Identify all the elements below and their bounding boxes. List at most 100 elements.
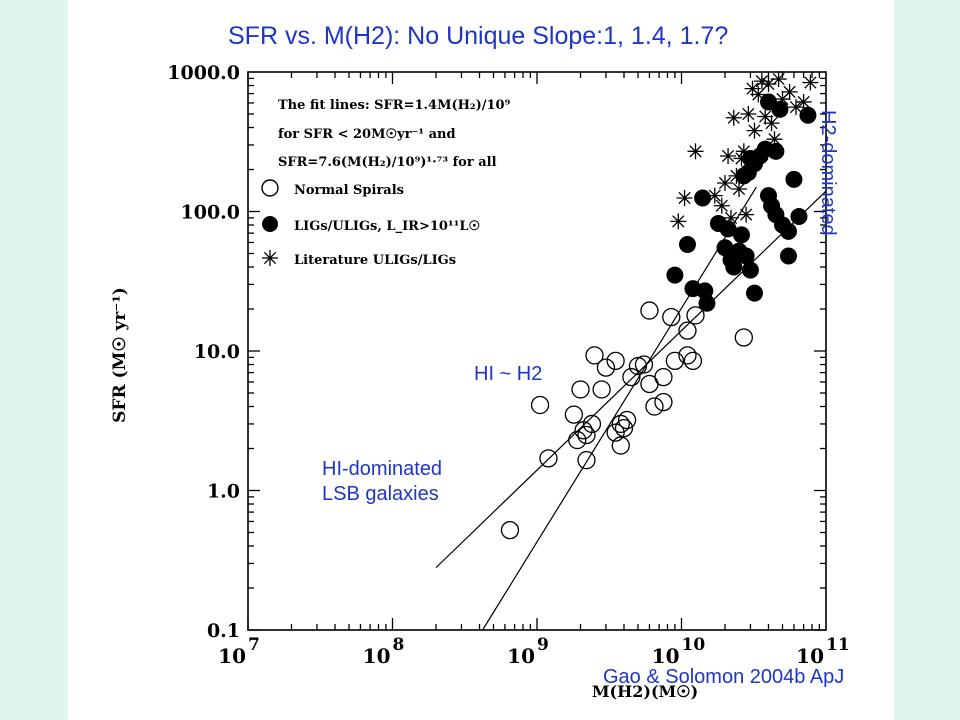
legend-label-normal-spirals: Normal Spirals: [294, 183, 404, 198]
lig-ulig-point: [779, 222, 797, 240]
y-tick-label: 1.0: [207, 481, 240, 503]
literature-ulig-point: [788, 99, 805, 116]
lig-ulig-point: [694, 189, 712, 207]
lig-ulig-point: [725, 258, 743, 276]
literature-ulig-point: [687, 143, 704, 160]
x-tick-label: 10: [218, 644, 246, 668]
literature-ulig-point: [742, 153, 759, 170]
y-tick-label: 10.0: [194, 341, 240, 363]
normal-spiral-point: [539, 449, 558, 468]
normal-spiral-point: [611, 436, 630, 455]
normal-spiral-point: [678, 346, 697, 365]
literature-ulig-point: [746, 122, 763, 139]
normal-spiral-point: [617, 410, 637, 430]
literature-ulig-point: [676, 189, 693, 206]
normal-spiral-point: [500, 520, 520, 540]
x-tick-label: 10: [363, 644, 391, 668]
normal-spiral-point: [568, 430, 587, 450]
literature-ulig-point: [763, 115, 780, 132]
legend-fit-text-1: The fit lines: SFR=1.4M(H₂)/10⁹: [278, 98, 511, 113]
y-tick-label: 0.1: [207, 620, 240, 642]
axis-labels: M(H2)(M☉) SFR (M☉ yr⁻¹): [110, 287, 698, 701]
x-tick-label-exponent: 11: [826, 635, 850, 655]
normal-spiral-point: [686, 306, 705, 325]
normal-spiral-point: [611, 414, 630, 434]
lig-ulig-point: [745, 284, 763, 302]
legend-asterisk-glyph: [262, 250, 278, 266]
slide-panel: [68, 0, 894, 720]
literature-ulig-point: [770, 71, 787, 88]
literature-ulig-point: [731, 180, 748, 197]
literature-ulig-point: [766, 131, 783, 148]
normal-spiral-point: [606, 351, 625, 370]
legend-label-literature: Literature ULIGs/LIGs: [294, 253, 456, 268]
legend-open-circle-marker: [261, 179, 279, 197]
literature-ulig-point: [795, 93, 812, 110]
y-tick-label: 100.0: [181, 202, 241, 224]
x-tick-label: 10: [652, 644, 680, 668]
x-tick-label-exponent: 7: [248, 635, 260, 655]
literature-ulig-point: [720, 147, 737, 164]
legend-asterisk-marker: [262, 250, 278, 266]
y-axis-label: SFR (M☉ yr⁻¹): [110, 287, 130, 423]
fit-line: [435, 190, 827, 569]
lig-ulig-point: [678, 236, 696, 254]
normal-spiral-point: [622, 367, 641, 387]
literature-ulig-point: [753, 73, 770, 90]
normal-spiral-point: [571, 380, 590, 399]
fit-lines: [435, 186, 827, 631]
annotation-hi-dominated-line2: LSB galaxies: [322, 483, 439, 505]
normal-spiral-point: [654, 392, 673, 412]
literature-ulig-point: [722, 209, 739, 226]
normal-spiral-point: [614, 418, 634, 438]
lig-ulig-point: [666, 266, 684, 284]
x-tick-label: 10: [796, 644, 824, 668]
annotation-hi-h2: HI ~ H2: [474, 363, 543, 385]
lig-ulig-point: [719, 220, 737, 238]
citation: Gao & Solomon 2004b ApJ: [603, 666, 845, 688]
literature-ulig-point: [738, 206, 755, 223]
normal-spiral-point: [564, 405, 584, 424]
legend-fit-text-3: SFR=7.6(M(H₂)/10⁹)¹·⁷³ for all: [278, 155, 497, 170]
literature-ulig-point: [760, 76, 777, 93]
x-axis-label: M(H2)(M☉): [592, 682, 698, 701]
chart-legend: The fit lines: SFR=1.4M(H₂)/10⁹ for SFR …: [261, 98, 511, 268]
normal-spiral-point: [596, 358, 616, 377]
lig-ulig-point: [741, 261, 759, 279]
lig-ulig-point: [799, 106, 817, 124]
annotation-hi-dominated: HI-dominated LSB galaxies: [322, 457, 442, 507]
literature-ulig-point: [735, 143, 752, 160]
literature-ulig-point: [706, 187, 723, 204]
normal-spiral-point: [678, 321, 697, 340]
literature-ulig-point: [725, 109, 742, 126]
normal-spiral-point: [734, 328, 753, 347]
normal-spiral-point: [665, 351, 685, 370]
normal-spiral-point: [628, 356, 648, 376]
x-tick-label-exponent: 8: [393, 635, 405, 655]
normal-spiral-point: [530, 395, 550, 415]
legend-fit-text-2: for SFR < 20M☉yr⁻¹ and: [278, 127, 456, 142]
lig-ulig-point: [785, 170, 803, 188]
legend-filled-circle-marker: [262, 216, 278, 232]
normal-spiral-point: [606, 423, 625, 442]
normal-spiral-point: [585, 346, 604, 365]
normal-spiral-point: [582, 414, 602, 434]
literature-ulig-point: [740, 105, 757, 122]
literature-ulig-point: [713, 197, 730, 214]
x-tick-label: 10: [507, 644, 535, 668]
legend-label-ligs-uligs: LIGs/ULIGs, L_IR>10¹¹L☉: [294, 219, 480, 234]
annotation-hi-dominated-line1: HI-dominated: [322, 458, 443, 480]
fit-line: [482, 186, 757, 631]
normal-spiral-point: [683, 351, 703, 370]
lig-ulig-point: [790, 208, 808, 226]
literature-ulig-point: [750, 86, 767, 103]
literature-ulig-point: [716, 175, 733, 192]
x-tick-label-exponent: 10: [682, 635, 706, 655]
normal-spiral-point: [640, 301, 659, 320]
normal-spiral-point: [645, 397, 664, 416]
lig-ulig-point: [771, 100, 789, 118]
lig-ulig-point: [698, 294, 716, 312]
lig-ulig-point: [737, 247, 755, 265]
